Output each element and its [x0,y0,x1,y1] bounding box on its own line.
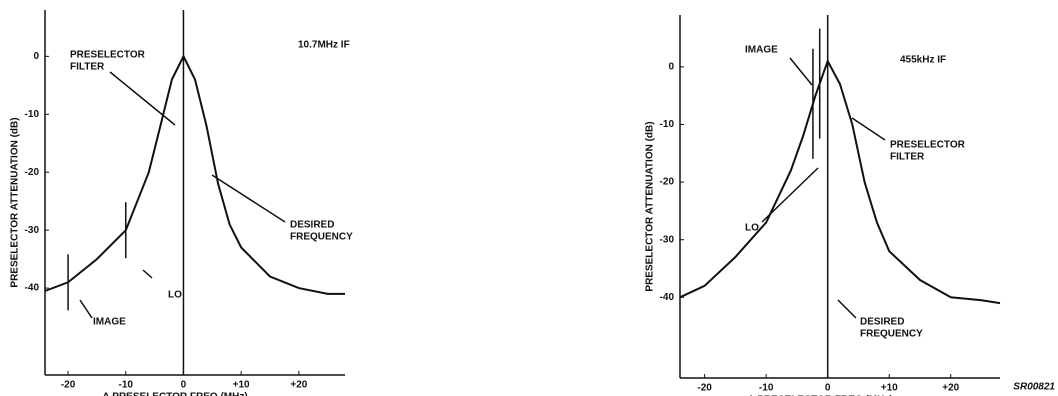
y-axis-label: PRESELECTOR ATTENUATION (dB) [645,121,656,291]
annotation: FREQUENCY [860,329,923,340]
y-tick-label: 0 [668,61,674,72]
arrow [80,300,92,318]
x-tick-label: 0 [181,380,187,391]
x-tick-label: -10 [759,383,774,394]
y-tick-label: -40 [25,283,40,294]
annotation: LO [168,290,182,301]
y-tick-label: -30 [660,234,675,245]
figure-id: SR00821 [1013,382,1055,393]
annotation: FILTER [70,62,105,73]
x-tick-label: +10 [881,383,898,394]
annotation: DESIRED [290,220,334,231]
annotation: 455kHz IF [900,55,946,66]
arrow [790,58,812,85]
y-tick-label: -30 [25,225,40,236]
arrow [762,168,818,222]
annotation: DESIRED [860,317,904,328]
y-tick-label: -10 [660,119,675,130]
arrow [143,270,152,278]
x-tick-label: +10 [233,380,250,391]
y-tick-label: -40 [660,292,675,303]
curve [45,56,345,294]
annotation: FILTER [890,152,925,163]
y-tick-label: 0 [33,51,39,62]
annotation: IMAGE [745,45,778,56]
x-tick-label: +20 [290,380,307,391]
annotation: FREQUENCY [290,232,353,243]
annotation: PRESELECTOR [890,140,966,151]
y-tick-label: -20 [660,177,675,188]
annotation: IMAGE [93,317,126,328]
curve [680,61,1000,303]
figure: SR00821 0 -10 -20 -30 -40 -20 -10 0 +10 +20 Δ PRES… [0,0,1058,396]
y-axis-label: PRESELECTOR ATTENUATION (dB) [10,117,21,287]
x-tick-label: 0 [825,383,831,394]
x-tick-label: -20 [61,380,76,391]
x-tick-label: -10 [119,380,134,391]
x-tick-label: +20 [942,383,959,394]
arrow [110,72,175,125]
y-tick-label: -20 [25,167,40,178]
x-tick-label: -20 [697,383,712,394]
arrow [838,300,856,318]
y-tick-label: -10 [25,109,40,120]
x-axis-label: Δ PRESELECTOR FREQ (MHz) [102,392,247,396]
arrow [852,118,885,140]
annotation: 10.7MHz IF [298,40,350,51]
annotation: LO [745,223,759,234]
annotation: PRESELECTOR [70,50,146,61]
